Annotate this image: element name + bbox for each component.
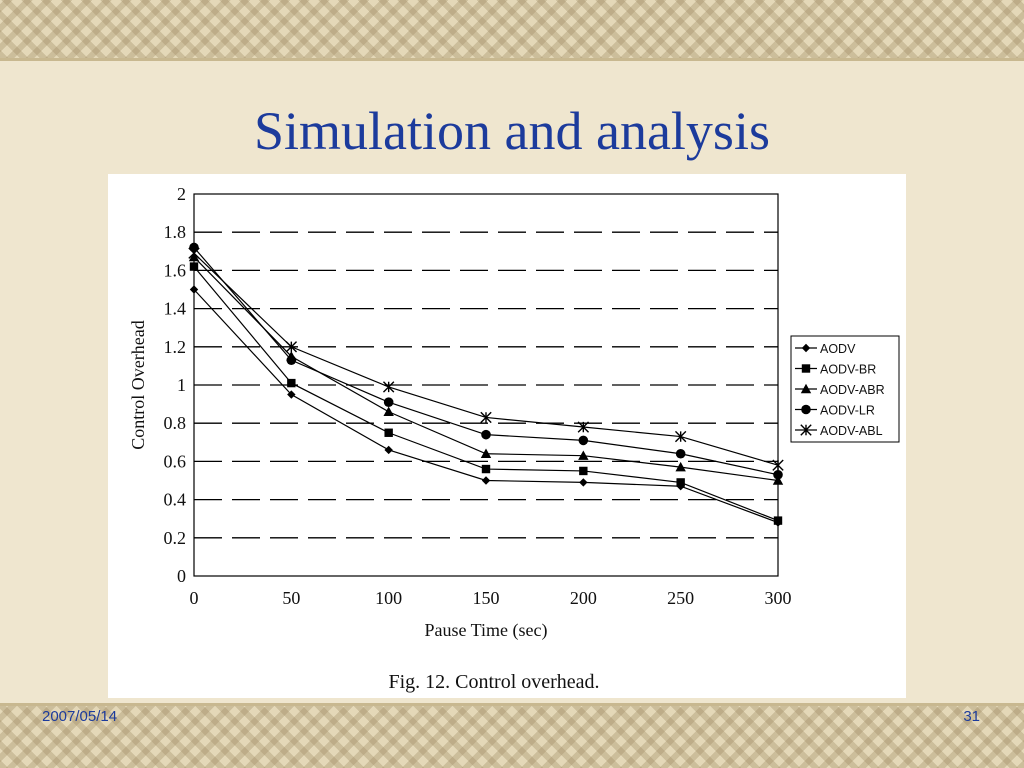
legend-marker-aodv [801, 343, 811, 353]
figure-panel: 0 0.2 0.4 0.6 0.8 1 1.2 1.4 1.6 1.8 2 0 50 100 150 200 2… [108, 174, 906, 698]
data-point-aodv-abl [577, 421, 590, 433]
page-number: 31 [963, 708, 980, 725]
data-point-aodv [287, 390, 296, 399]
data-point-aodv [189, 285, 199, 294]
legend-marker-aodv-lr [801, 404, 811, 415]
data-point-aodv [579, 478, 588, 487]
data-point-aodv-br [481, 464, 491, 474]
data-point-aodv-abr [675, 461, 686, 472]
legend-marker-aodv-abr [800, 383, 812, 394]
data-point-aodv-abr [772, 475, 784, 485]
y-tick-label: 2 [177, 184, 186, 204]
y-tick-label: 1.8 [164, 222, 187, 242]
y-tick-label: 0 [177, 566, 186, 586]
top-band-border [0, 58, 1024, 61]
y-tick-label: 1.6 [164, 260, 187, 280]
x-tick-label: 200 [570, 588, 597, 608]
slide-title: Simulation and analysis [254, 101, 770, 161]
data-point-aodv [384, 445, 393, 455]
legend-label-aodv-lr: AODV-LR [820, 404, 875, 418]
x-tick-label: 150 [473, 588, 500, 608]
series-line-aodv-abr [193, 256, 779, 482]
y-axis-label: Control Overhead [128, 320, 148, 449]
data-point-aodv-abl [382, 381, 395, 393]
data-point-aodv-abl [772, 459, 784, 471]
data-point-aodv-lr [286, 355, 297, 365]
legend-label-aodv-br: AODV-BR [820, 363, 876, 377]
legend-label-aodv: AODV [820, 342, 856, 356]
plot-border [193, 193, 779, 577]
x-tick-label: 250 [667, 588, 694, 608]
data-point-aodv-abl [674, 430, 687, 443]
legend-marker-aodv-abl [800, 424, 812, 436]
x-tick-label: 100 [375, 588, 402, 608]
y-tick-label: 0.2 [164, 528, 187, 548]
data-point-aodv-lr [675, 448, 686, 459]
x-tick-label: 300 [765, 588, 792, 608]
data-point-aodv-abl [285, 341, 298, 353]
y-tick-label: 1 [177, 375, 186, 395]
data-point-aodv-br [676, 478, 685, 487]
series-line-aodv [193, 289, 779, 524]
footer-date: 2007/05/14 [42, 708, 118, 725]
y-tick-label: 0.6 [164, 451, 187, 471]
data-point-aodv [481, 476, 491, 485]
data-point-aodv-abr [480, 448, 492, 458]
legend-label-aodv-abr: AODV-ABR [820, 383, 885, 397]
data-point-aodv-abl [188, 247, 200, 259]
bottom-band-border [0, 703, 1024, 706]
x-axis-label: Pause Time (sec) [425, 620, 548, 641]
legend-marker-aodv-br [801, 364, 811, 373]
legend-label-aodv-abl: AODV-ABL [820, 424, 883, 438]
data-point-aodv-abl [480, 411, 492, 424]
data-point-aodv-lr [773, 469, 783, 480]
series-line-aodv-lr [193, 247, 779, 476]
data-point-aodv-br [773, 516, 783, 525]
y-tick-label: 1.2 [164, 337, 187, 357]
x-tick-label: 50 [282, 588, 300, 608]
y-tick-label: 0.8 [164, 413, 187, 433]
data-point-aodv-br [189, 262, 199, 271]
top-decorative-band [0, 0, 1024, 58]
y-tick-label: 0.4 [164, 490, 187, 510]
data-point-aodv-lr [383, 397, 394, 407]
data-point-aodv-lr [578, 435, 589, 446]
figure-caption: Fig. 12. Control overhead. [388, 671, 599, 693]
legend-box [790, 335, 900, 443]
data-point-aodv-br [287, 378, 296, 388]
data-point-aodv-br [384, 428, 393, 437]
data-point-aodv-lr [481, 429, 491, 440]
control-overhead-chart: 0 0.2 0.4 0.6 0.8 1 1.2 1.4 1.6 1.8 2 0 50 100 150 200 2… [128, 184, 900, 693]
x-tick-label: 0 [190, 588, 199, 608]
data-point-aodv-abr [383, 406, 394, 416]
data-point-aodv-abr [578, 450, 589, 460]
data-point-aodv-br [579, 466, 588, 476]
bottom-decorative-band [0, 706, 1024, 768]
y-tick-label: 1.4 [164, 299, 187, 319]
